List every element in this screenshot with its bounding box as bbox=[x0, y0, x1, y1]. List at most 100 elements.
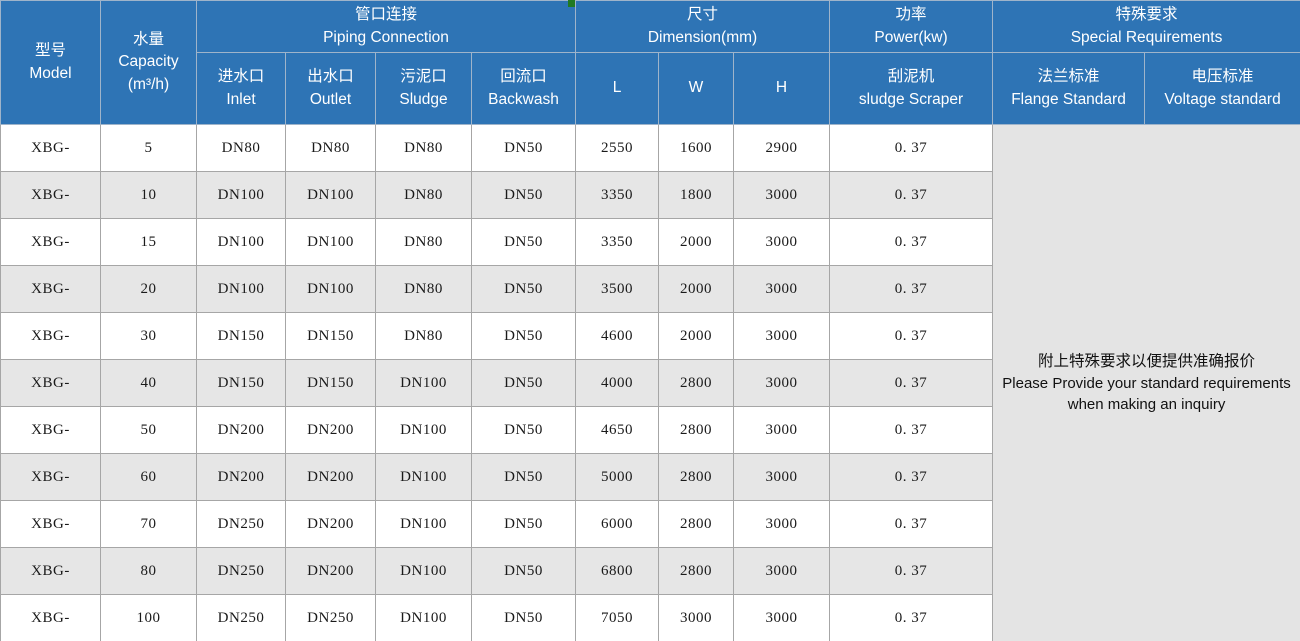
cell-power: 0. 37 bbox=[829, 453, 994, 501]
cell-capacity: 20 bbox=[100, 265, 197, 313]
cell-h: 3000 bbox=[732, 218, 831, 266]
cell-capacity: 5 bbox=[100, 124, 197, 172]
cell-w: 2000 bbox=[658, 265, 734, 313]
cell-capacity: 15 bbox=[100, 218, 197, 266]
cell-l: 3350 bbox=[575, 171, 659, 219]
cell-backwash: DN50 bbox=[471, 312, 576, 360]
cell-capacity: 100 bbox=[100, 594, 197, 641]
cell-w: 2800 bbox=[658, 406, 734, 454]
header-power-group: 功率 Power(kw) bbox=[829, 0, 994, 53]
header-backwash: 回流口 Backwash bbox=[471, 52, 576, 125]
header-dimension-group: 尺寸 Dimension(mm) bbox=[574, 0, 831, 53]
table-row: XBG- 60 DN200 DN200 DN100 DN50 5000 2800… bbox=[0, 453, 1300, 501]
cell-l: 3500 bbox=[575, 265, 659, 313]
cell-outlet: DN80 bbox=[285, 124, 376, 172]
cell-outlet: DN100 bbox=[285, 265, 376, 313]
cell-w: 1600 bbox=[658, 124, 734, 172]
cell-h: 3000 bbox=[732, 171, 831, 219]
cell-backwash: DN50 bbox=[471, 453, 576, 501]
cell-sludge: DN80 bbox=[375, 124, 472, 172]
header-capacity: 水量 Capacity (m³/h) bbox=[100, 0, 197, 125]
cell-backwash: DN50 bbox=[471, 359, 576, 407]
cell-w: 2800 bbox=[658, 547, 734, 595]
cell-inlet: DN250 bbox=[196, 594, 286, 641]
cell-h: 3000 bbox=[732, 265, 831, 313]
special-note-line-en-1: Please Provide your standard requirement… bbox=[1002, 374, 1291, 392]
cell-power: 0. 37 bbox=[829, 218, 994, 266]
cell-l: 3350 bbox=[575, 218, 659, 266]
cell-inlet: DN250 bbox=[196, 547, 286, 595]
cell-l: 2550 bbox=[575, 124, 659, 172]
cell-model: XBG- bbox=[0, 359, 101, 407]
cell-l: 4000 bbox=[575, 359, 659, 407]
header-piping-group: 管口连接 Piping Connection bbox=[196, 0, 576, 53]
cell-model: XBG- bbox=[0, 312, 101, 360]
cell-sludge: DN100 bbox=[375, 547, 472, 595]
cell-outlet: DN100 bbox=[285, 218, 376, 266]
cell-capacity: 40 bbox=[100, 359, 197, 407]
cell-sludge: DN80 bbox=[375, 312, 472, 360]
cell-w: 2800 bbox=[658, 453, 734, 501]
cell-outlet: DN200 bbox=[285, 453, 376, 501]
cell-l: 4600 bbox=[575, 312, 659, 360]
cell-h: 3000 bbox=[732, 500, 831, 548]
cell-w: 2800 bbox=[658, 359, 734, 407]
cell-capacity: 30 bbox=[100, 312, 197, 360]
cell-outlet: DN200 bbox=[285, 547, 376, 595]
header-flange: 法兰标准 Flange Standard bbox=[992, 52, 1146, 125]
cell-power: 0. 37 bbox=[829, 124, 994, 172]
cell-inlet: DN80 bbox=[196, 124, 286, 172]
cell-capacity: 60 bbox=[100, 453, 197, 501]
cell-capacity: 50 bbox=[100, 406, 197, 454]
cell-sludge: DN80 bbox=[375, 218, 472, 266]
header-voltage: 电压标准 Voltage standard bbox=[1144, 52, 1300, 125]
header-inlet: 进水口 Inlet bbox=[196, 52, 286, 125]
cell-backwash: DN50 bbox=[471, 594, 576, 641]
cell-model: XBG- bbox=[0, 406, 101, 454]
cell-inlet: DN200 bbox=[196, 406, 286, 454]
cell-sludge: DN100 bbox=[375, 359, 472, 407]
cell-inlet: DN150 bbox=[196, 359, 286, 407]
cell-sludge: DN100 bbox=[375, 594, 472, 641]
header-model: 型号 Model bbox=[0, 0, 101, 125]
table-row: XBG- 80 DN250 DN200 DN100 DN50 6800 2800… bbox=[0, 547, 1300, 595]
cell-w: 1800 bbox=[658, 171, 734, 219]
cell-l: 5000 bbox=[575, 453, 659, 501]
table-row: XBG- 40 DN150 DN150 DN100 DN50 4000 2800… bbox=[0, 359, 1300, 407]
table-row: XBG- 30 DN150 DN150 DN80 DN50 4600 2000 … bbox=[0, 312, 1300, 360]
cell-backwash: DN50 bbox=[471, 406, 576, 454]
header-w: W bbox=[658, 52, 734, 125]
cell-h: 3000 bbox=[732, 359, 831, 407]
table-row: XBG- 5 DN80 DN80 DN80 DN50 2550 1600 290… bbox=[0, 124, 1300, 641]
cell-l: 6000 bbox=[575, 500, 659, 548]
header-outlet: 出水口 Outlet bbox=[285, 52, 376, 125]
cell-outlet: DN100 bbox=[285, 171, 376, 219]
cell-l: 6800 bbox=[575, 547, 659, 595]
cell-model: XBG- bbox=[0, 218, 101, 266]
cell-sludge: DN100 bbox=[375, 406, 472, 454]
cell-power: 0. 37 bbox=[829, 406, 994, 454]
table-row: XBG- 15 DN100 DN100 DN80 DN50 3350 2000 … bbox=[0, 218, 1300, 266]
cell-backwash: DN50 bbox=[471, 265, 576, 313]
cell-w: 2000 bbox=[658, 218, 734, 266]
cell-sludge: DN100 bbox=[375, 453, 472, 501]
table-row: XBG- 50 DN200 DN200 DN100 DN50 4650 2800… bbox=[0, 406, 1300, 454]
cell-power: 0. 37 bbox=[829, 265, 994, 313]
cell-h: 3000 bbox=[732, 453, 831, 501]
cell-sludge: DN100 bbox=[375, 500, 472, 548]
cell-outlet: DN200 bbox=[285, 500, 376, 548]
table-row: XBG- 100 DN250 DN250 DN100 DN50 7050 300… bbox=[0, 594, 1300, 641]
cell-backwash: DN50 bbox=[471, 218, 576, 266]
cell-outlet: DN150 bbox=[285, 312, 376, 360]
table-row: XBG- 10 DN100 DN100 DN80 DN50 3350 1800 … bbox=[0, 171, 1300, 219]
cell-w: 2000 bbox=[658, 312, 734, 360]
cell-w: 2800 bbox=[658, 500, 734, 548]
cell-power: 0. 37 bbox=[829, 594, 994, 641]
cell-h: 3000 bbox=[732, 547, 831, 595]
cell-h: 2900 bbox=[732, 124, 831, 172]
green-artifact-marker bbox=[568, 0, 575, 7]
cell-outlet: DN150 bbox=[285, 359, 376, 407]
header-sludge: 污泥口 Sludge bbox=[375, 52, 472, 125]
